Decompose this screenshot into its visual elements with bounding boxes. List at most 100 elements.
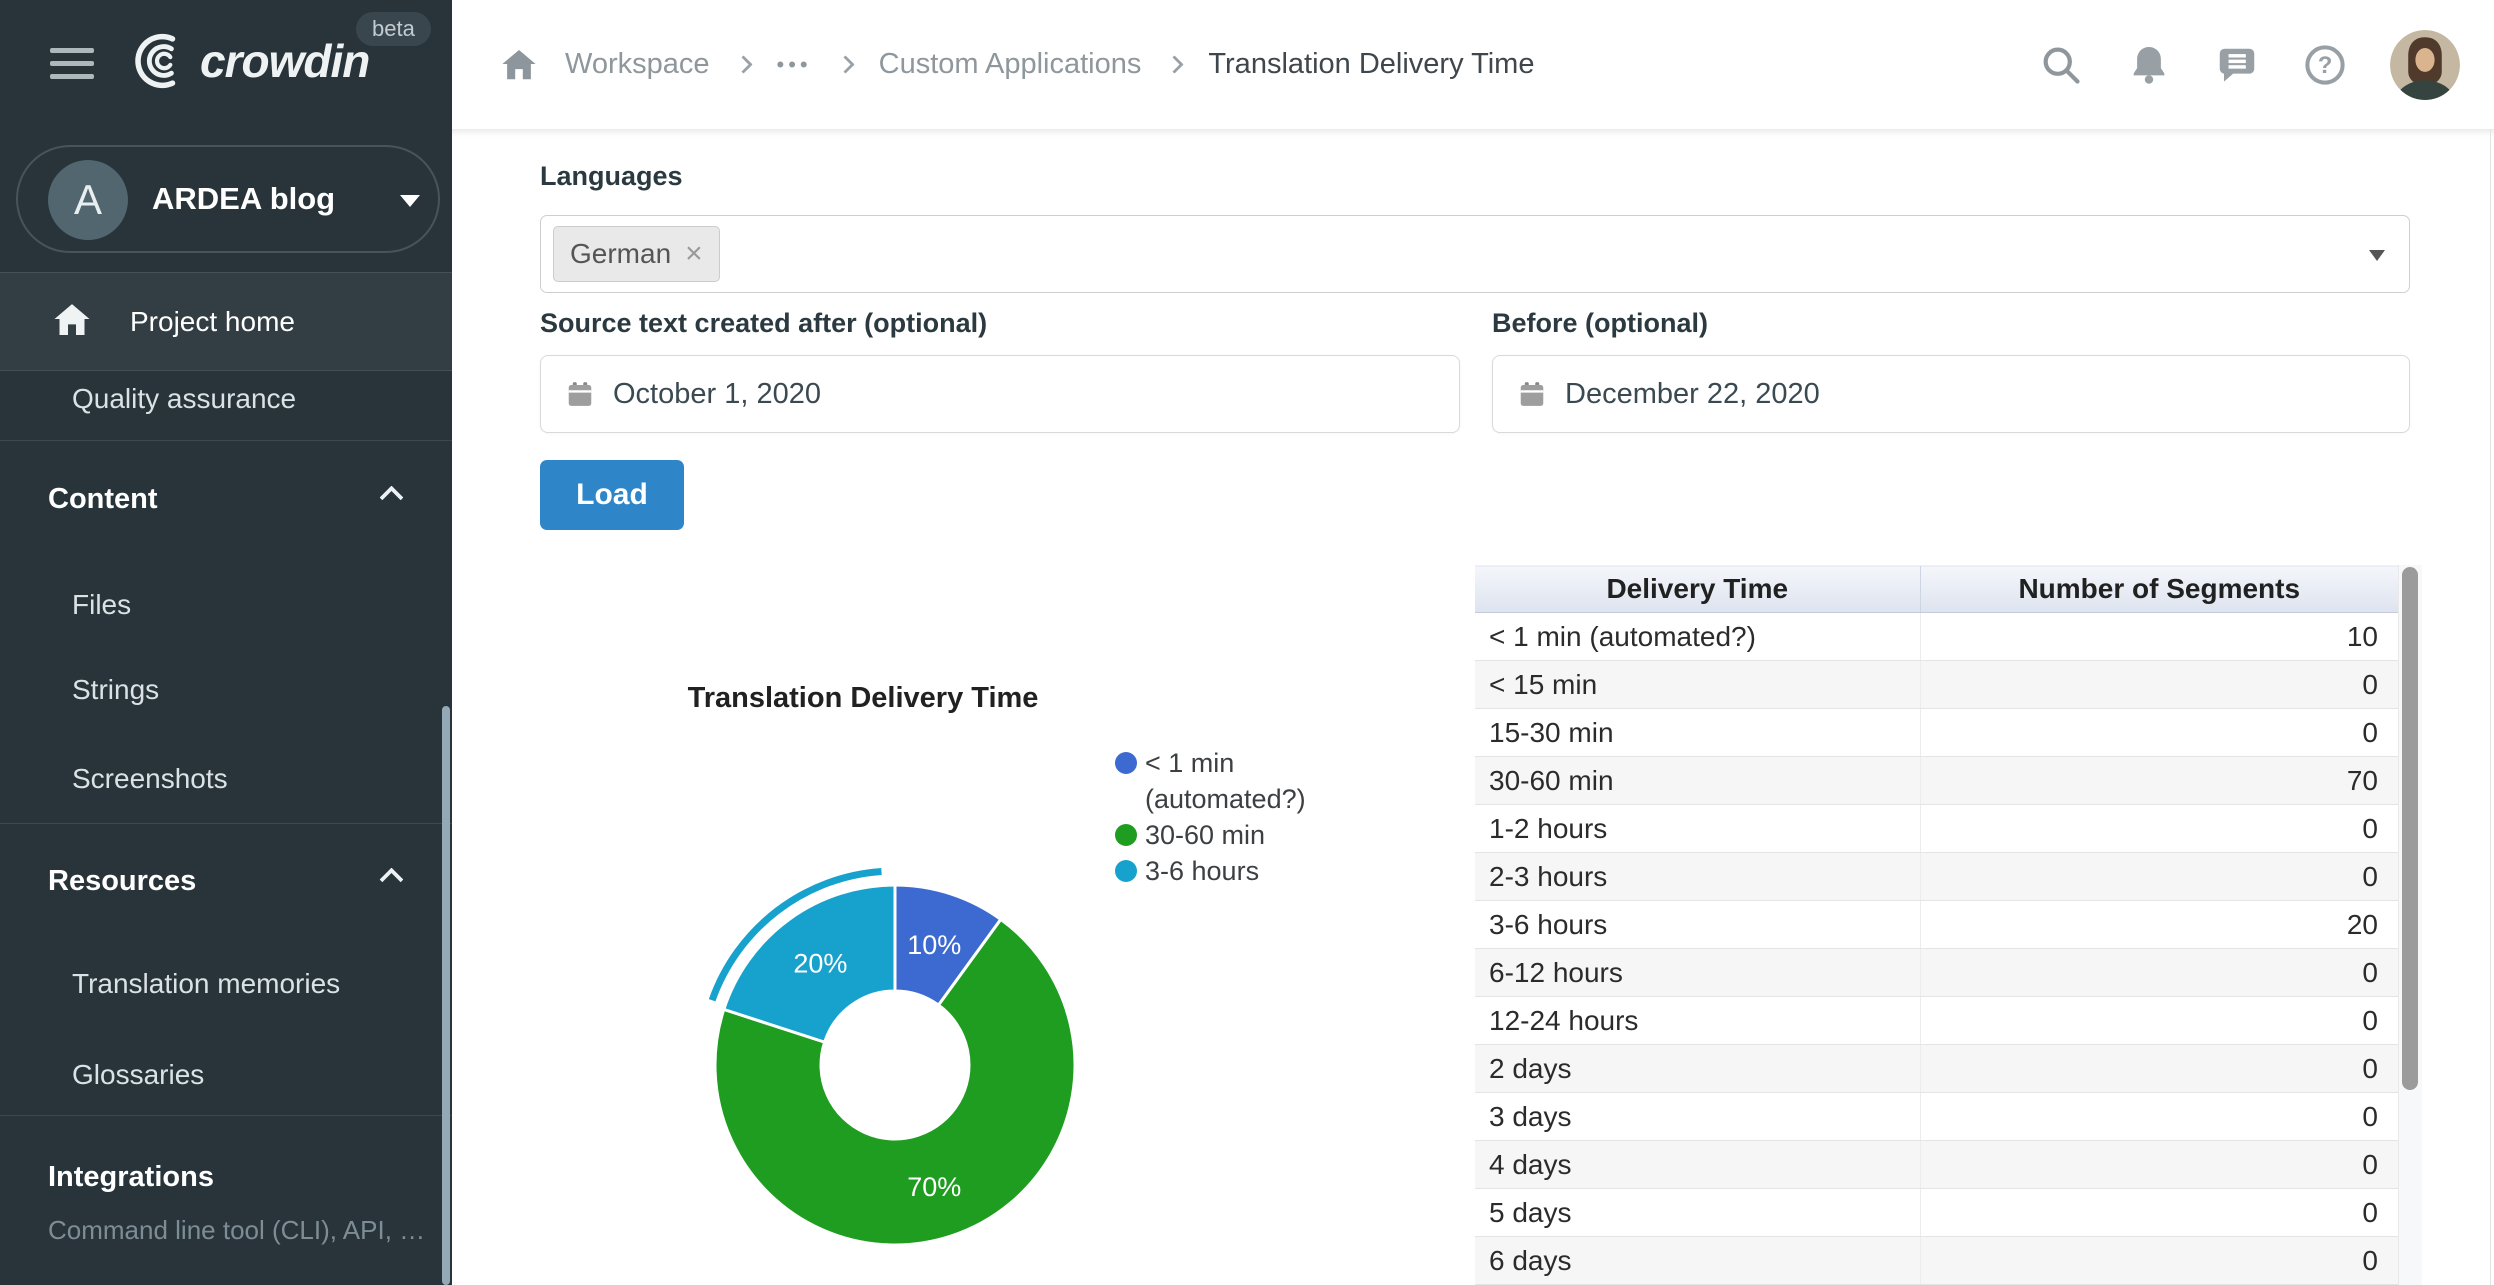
- menu-toggle-button[interactable]: [50, 48, 94, 82]
- bell-icon: [2133, 46, 2165, 84]
- load-button[interactable]: Load: [540, 460, 684, 530]
- sidebar-section-content[interactable]: Content: [48, 483, 428, 516]
- sidebar-item-label: Quality assurance: [72, 383, 297, 414]
- divider: [0, 272, 452, 273]
- table-row[interactable]: 15-30 min 0: [1475, 708, 2398, 757]
- table-row[interactable]: 5 days 0: [1475, 1188, 2398, 1237]
- sidebar-item-label: Files: [72, 589, 132, 620]
- sidebar-item-project-home[interactable]: Project home: [0, 272, 452, 371]
- legend-item[interactable]: 3-6 hours: [1115, 853, 1370, 889]
- beta-badge: beta: [356, 12, 431, 46]
- divider: [0, 1115, 452, 1116]
- sidebar-item-label: Screenshots: [72, 763, 228, 794]
- segments-cell: 0: [1919, 660, 2398, 709]
- segments-cell: 0: [1919, 1044, 2398, 1093]
- table-row[interactable]: 12-24 hours 0: [1475, 996, 2398, 1045]
- crowdin-logo-text: crowdin: [200, 35, 370, 87]
- table-row[interactable]: 2-3 hours 0: [1475, 852, 2398, 901]
- divider: [0, 823, 452, 824]
- home-icon[interactable]: [500, 46, 538, 84]
- segments-header[interactable]: Number of Segments: [1919, 565, 2398, 613]
- messages-button[interactable]: [2214, 42, 2260, 88]
- svg-text:?: ?: [2318, 52, 2333, 79]
- page-scrollbar-track: [2490, 130, 2491, 1285]
- donut-slice[interactable]: [713, 917, 1077, 1247]
- table-row[interactable]: 6 days 0: [1475, 1236, 2398, 1285]
- delivery-time-cell: 12-24 hours: [1475, 996, 1920, 1045]
- user-avatar[interactable]: [2390, 29, 2460, 100]
- delivery-time-cell: 6-12 hours: [1475, 948, 1920, 997]
- caret-down-icon: [400, 195, 420, 207]
- sidebar-item-files[interactable]: Files: [72, 589, 131, 621]
- project-avatar: A: [48, 160, 128, 240]
- sidebar-item-glossaries[interactable]: Glossaries: [72, 1059, 204, 1091]
- sidebar-item-label: Translation memories: [72, 968, 341, 999]
- help-button[interactable]: ?: [2302, 42, 2348, 88]
- breadcrumb-workspace[interactable]: Workspace: [565, 48, 710, 80]
- segments-cell: 0: [1919, 804, 2398, 853]
- sidebar-item-translation-memories[interactable]: Translation memories: [72, 968, 340, 1000]
- sidebar-section-integrations[interactable]: Integrations: [48, 1161, 428, 1194]
- crowdin-logo[interactable]: crowdin: [120, 30, 370, 92]
- languages-select[interactable]: German ×: [540, 215, 2410, 293]
- project-name: ARDEA blog: [152, 181, 336, 216]
- breadcrumb-custom-applications[interactable]: Custom Applications: [878, 48, 1142, 80]
- table-row[interactable]: 4 days 0: [1475, 1140, 2398, 1189]
- home-icon: [54, 304, 90, 335]
- delivery-time-cell: 3-6 hours: [1475, 900, 1920, 949]
- before-date-input[interactable]: December 22, 2020: [1492, 355, 2410, 433]
- delivery-time-cell: 1-2 hours: [1475, 804, 1920, 853]
- delivery-time-cell: 2 days: [1475, 1044, 1920, 1093]
- segments-cell: 20: [1919, 900, 2398, 949]
- search-icon: [2043, 47, 2080, 84]
- table-row[interactable]: 6-12 hours 0: [1475, 948, 2398, 997]
- segments-cell: 0: [1919, 996, 2398, 1045]
- sidebar-item-screenshots[interactable]: Screenshots: [72, 763, 228, 795]
- delivery-time-cell: 2-3 hours: [1475, 852, 1920, 901]
- notifications-button[interactable]: [2126, 42, 2172, 88]
- legend-item[interactable]: 30-60 min: [1115, 817, 1370, 853]
- segments-cell: 0: [1919, 852, 2398, 901]
- before-date-value: December 22, 2020: [1565, 377, 1820, 410]
- table-row[interactable]: < 15 min 0: [1475, 660, 2398, 709]
- table-row[interactable]: 3-6 hours 20: [1475, 900, 2398, 949]
- search-button[interactable]: [2038, 42, 2084, 88]
- section-title: Integrations: [48, 1161, 214, 1193]
- delivery-time-cell: 30-60 min: [1475, 756, 1920, 805]
- legend-dot-icon: [1115, 824, 1137, 846]
- table-row[interactable]: 2 days 0: [1475, 1044, 2398, 1093]
- chevron-right-icon: [733, 55, 753, 74]
- after-date-value: October 1, 2020: [613, 377, 821, 410]
- table-row[interactable]: 3 days 0: [1475, 1092, 2398, 1141]
- table-row[interactable]: 1-2 hours 0: [1475, 804, 2398, 853]
- divider: [0, 440, 452, 441]
- table-row[interactable]: < 1 min (automated?) 10: [1475, 612, 2398, 661]
- sidebar-scrollbar[interactable]: [442, 706, 450, 1285]
- after-date-input[interactable]: October 1, 2020: [540, 355, 1460, 433]
- donut-slice[interactable]: [721, 883, 897, 1045]
- slice-percent-label: 10%: [907, 930, 961, 960]
- crowdin-logo-icon: [135, 33, 176, 89]
- sidebar-item-quality-assurance[interactable]: Quality assurance: [72, 383, 296, 415]
- table-row[interactable]: 30-60 min 70: [1475, 756, 2398, 805]
- table-scrollbar-thumb[interactable]: [2402, 567, 2418, 1090]
- chevron-right-icon: [1165, 55, 1185, 74]
- topbar: Workspace ••• Custom Applications Transl…: [452, 0, 2494, 130]
- project-selector[interactable]: A ARDEA blog: [16, 145, 440, 253]
- breadcrumb-ellipsis[interactable]: •••: [776, 51, 812, 77]
- chevron-right-icon: [835, 55, 855, 74]
- delivery-time-cell: < 15 min: [1475, 660, 1920, 709]
- breadcrumb: Workspace ••• Custom Applications Transl…: [452, 46, 2038, 84]
- language-tag-label: German: [570, 238, 672, 269]
- sidebar-item-label: Project home: [130, 306, 295, 337]
- delivery-time-header[interactable]: Delivery Time: [1475, 565, 1920, 613]
- legend-dot-icon: [1115, 860, 1137, 882]
- segments-cell: 0: [1919, 1140, 2398, 1189]
- remove-tag-icon[interactable]: ×: [685, 237, 703, 270]
- chat-icon: [2219, 48, 2255, 82]
- legend-item[interactable]: < 1 min (automated?): [1115, 745, 1370, 817]
- segments-cell: 0: [1919, 708, 2398, 757]
- sidebar-item-strings[interactable]: Strings: [72, 674, 159, 706]
- sidebar-section-resources[interactable]: Resources: [48, 865, 428, 898]
- slice-percent-label: 20%: [793, 948, 847, 978]
